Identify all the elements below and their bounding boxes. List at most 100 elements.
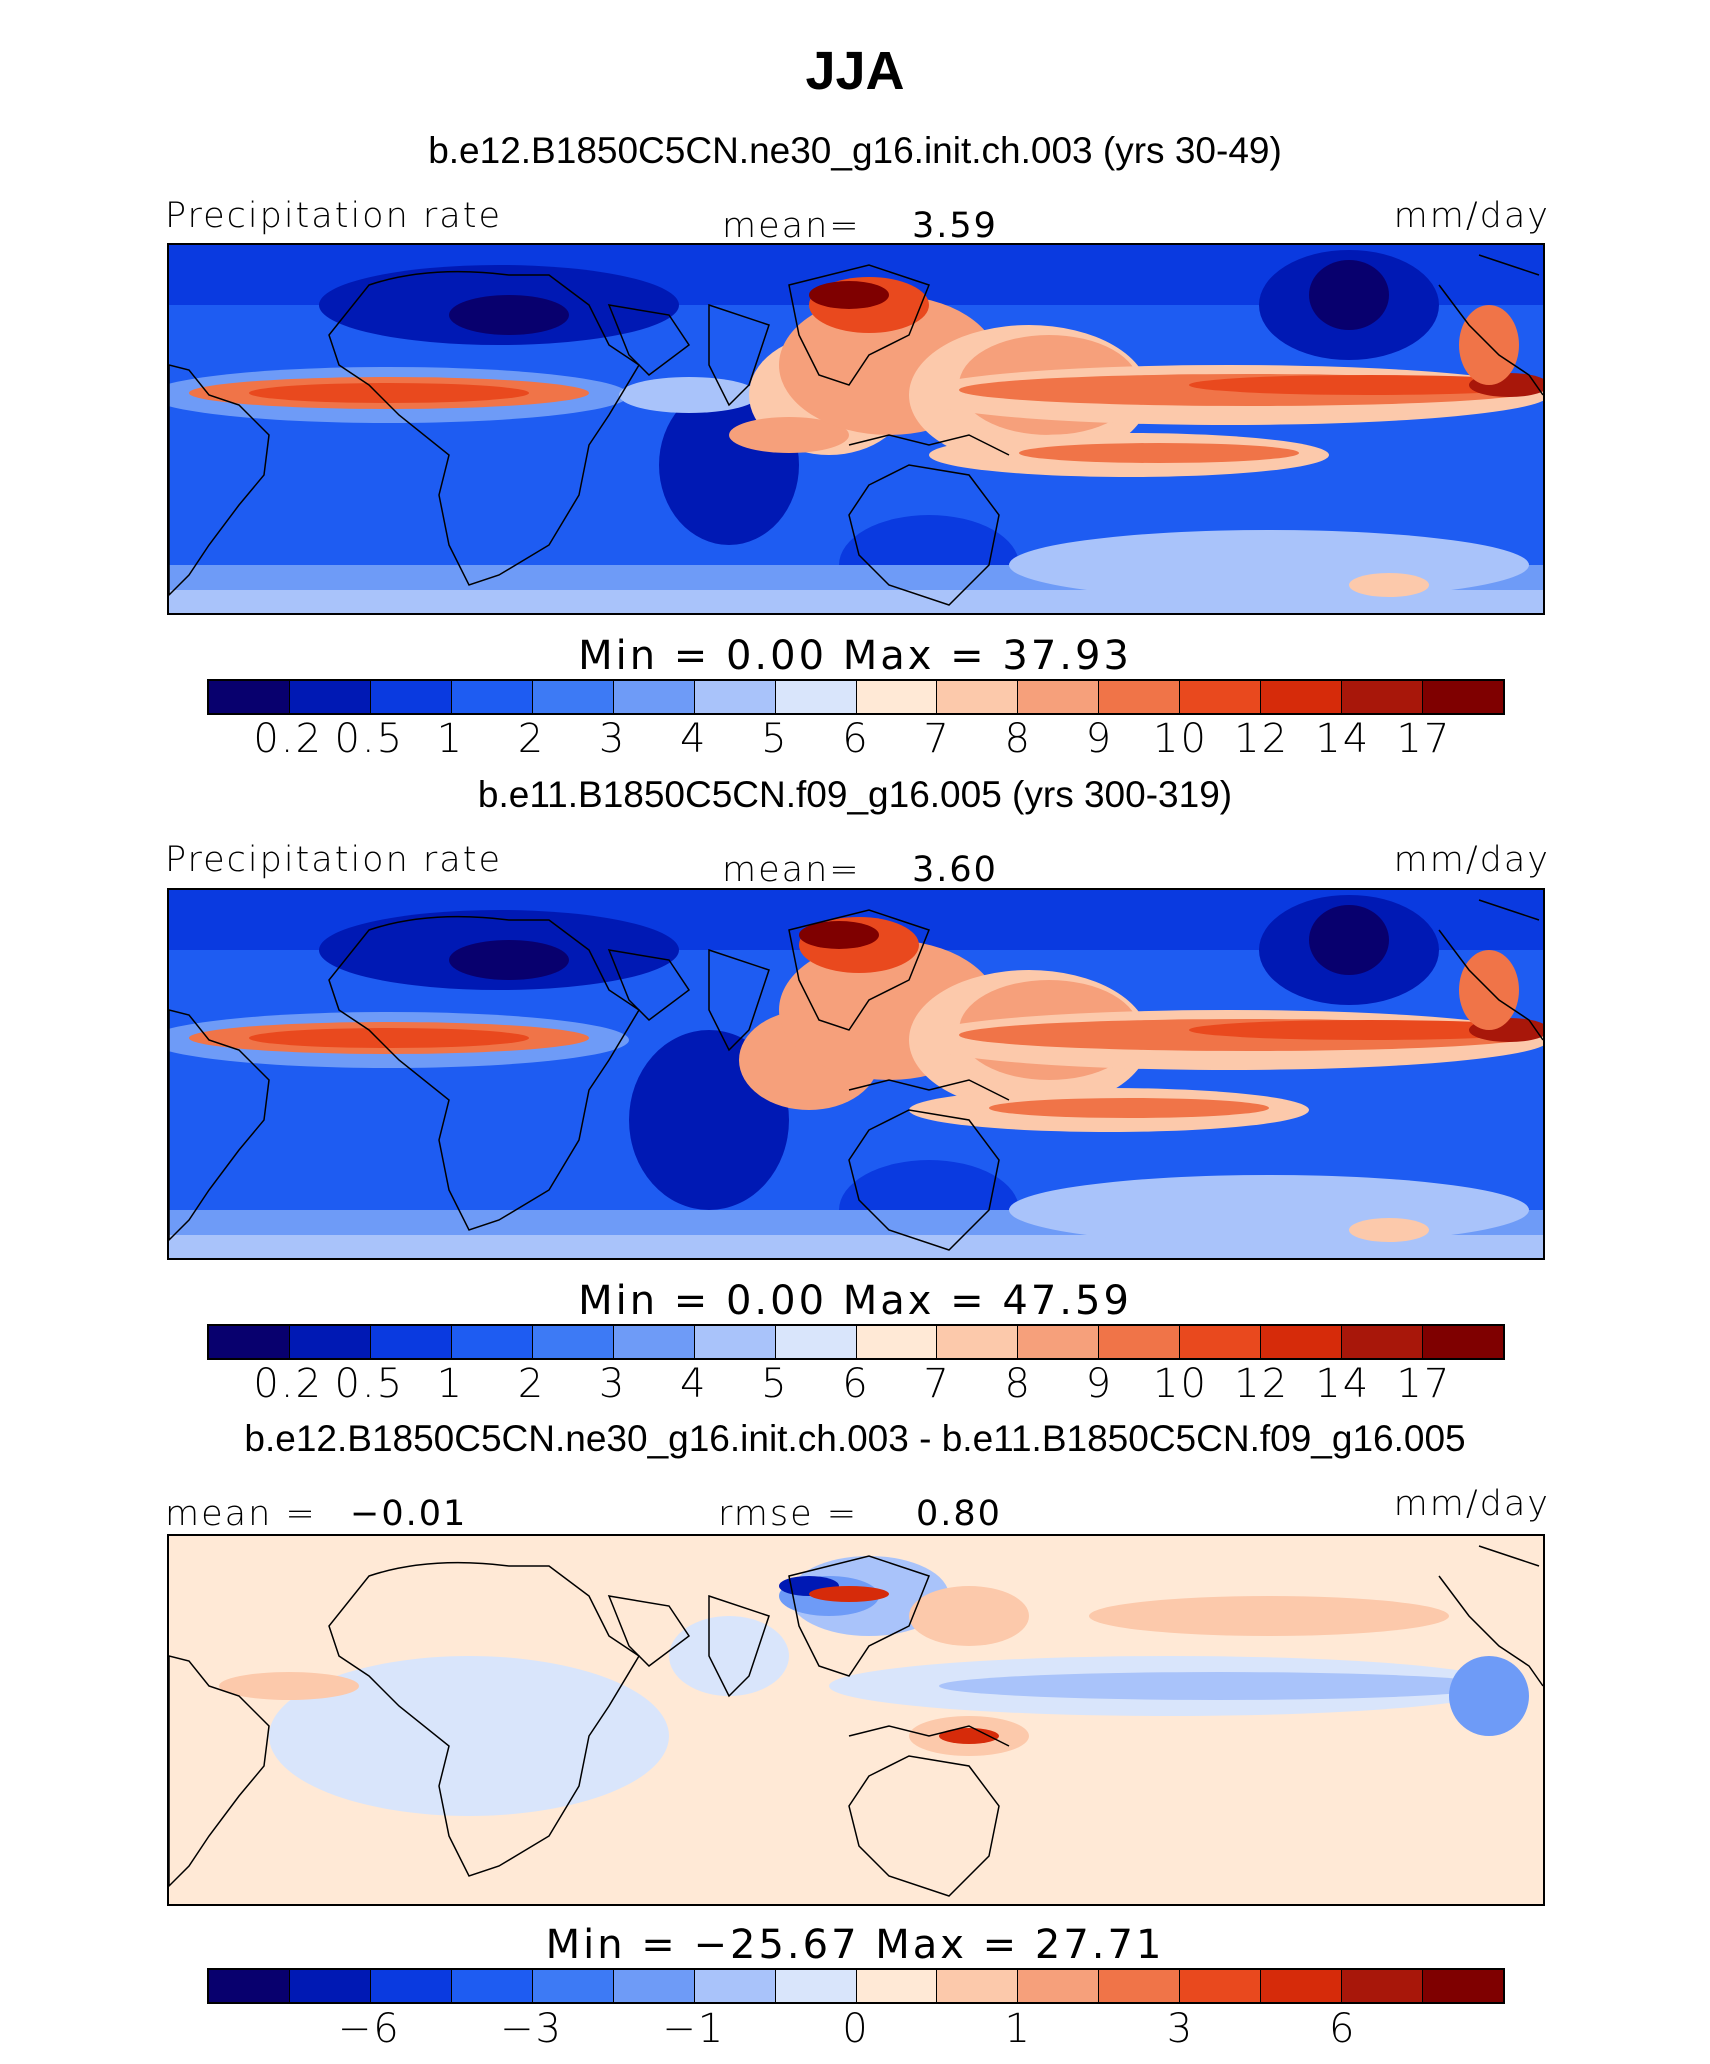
colorbar-tick-label: 5 — [761, 1361, 789, 1407]
colorbar-tick-label: 10 — [1153, 716, 1208, 762]
colorbar-swatch — [613, 681, 695, 713]
colorbar-tick-label: 12 — [1234, 1361, 1290, 1407]
panel-3-rmse-value: 0.80 — [916, 1494, 1002, 1534]
colorbar-tick-label: 7 — [923, 716, 951, 762]
colorbar-tick-label: 7 — [923, 1361, 951, 1407]
colorbar-swatch — [289, 1326, 371, 1358]
colorbar-swatch — [1423, 681, 1503, 713]
figure-title: JJA — [805, 41, 905, 101]
panel-1-mean-value: 3.59 — [912, 206, 998, 246]
colorbar-swatch — [694, 1970, 776, 2002]
panel-3-mean-value: −0.01 — [350, 1494, 468, 1534]
colorbar-tick-label: −6 — [337, 2006, 401, 2052]
colorbar-tick-label: −3 — [500, 2006, 563, 2052]
panel-2-units: mm/day — [1393, 840, 1550, 880]
colorbar-tick-label: 10 — [1153, 1361, 1208, 1407]
colorbar-tick-label: 3 — [1166, 2006, 1195, 2052]
colorbar-swatch — [1180, 1326, 1262, 1358]
colorbar-swatch — [1342, 1970, 1424, 2002]
panel-3-map-svg — [169, 1536, 1543, 1904]
colorbar-swatch — [451, 1326, 533, 1358]
colorbar-tick-label: 14 — [1315, 716, 1371, 762]
panel-1-title: b.e12.B1850C5CN.ne30_g16.init.ch.003 (yr… — [428, 130, 1282, 171]
colorbar-swatch — [451, 1970, 533, 2002]
colorbar-swatch — [370, 1326, 452, 1358]
panel-3-title: b.e12.B1850C5CN.ne30_g16.init.ch.003 - b… — [244, 1418, 1466, 1459]
colorbar-tick-label: 8 — [1004, 716, 1032, 762]
colorbar-swatch — [1099, 1326, 1181, 1358]
colorbar-swatch — [694, 681, 776, 713]
colorbar-swatch — [209, 1326, 290, 1358]
panel-2-map — [167, 888, 1545, 1260]
colorbar-swatch — [1180, 681, 1262, 713]
colorbar-swatch — [1018, 1326, 1100, 1358]
colorbar-tick-label: 9 — [1085, 1361, 1114, 1407]
panel-2-mean-label: mean= — [722, 850, 861, 890]
colorbar-swatch — [937, 681, 1019, 713]
colorbar-swatch — [1423, 1970, 1503, 2002]
colorbar-swatch — [209, 1970, 290, 2002]
colorbar-tick-label: 4 — [680, 716, 708, 762]
panel-2-colorbar-ticks: 0.2 0.5 1 2 3 4 5 6 7 8 9 10 12 14 17 — [207, 1361, 1505, 1407]
panel-1-colorbar-ticks: 0.2 0.5 1 2 3 4 5 6 7 8 9 10 12 14 17 — [207, 716, 1505, 762]
colorbar-tick-label: 1 — [436, 716, 465, 762]
colorbar-swatch — [1018, 1970, 1100, 2002]
colorbar-swatch — [856, 1970, 938, 2002]
panel-2-min-max: Min = 0.00 Max = 47.59 — [578, 1278, 1132, 1324]
colorbar-swatch — [532, 681, 614, 713]
colorbar-swatch — [451, 681, 533, 713]
colorbar-swatch — [1099, 1970, 1181, 2002]
colorbar-swatch — [1180, 1970, 1262, 2002]
colorbar-swatch — [289, 1970, 371, 2002]
panel-1-colorbar — [207, 679, 1505, 715]
colorbar-tick-label: 0.2 — [253, 716, 323, 762]
colorbar-swatch — [775, 681, 857, 713]
colorbar-swatch — [209, 681, 290, 713]
panel-3-colorbar — [207, 1968, 1505, 2004]
colorbar-tick-label: 0.5 — [334, 716, 405, 762]
panel-3-min-max: Min = −25.67 Max = 27.71 — [545, 1922, 1165, 1968]
colorbar-tick-label: 0.5 — [334, 1361, 405, 1407]
colorbar-tick-label: 12 — [1234, 716, 1290, 762]
colorbar-swatch — [1261, 1970, 1343, 2002]
panel-3-rmse-label: rmse = — [718, 1494, 859, 1534]
panel-1-variable-label: Precipitation rate — [165, 196, 502, 236]
colorbar-tick-label: 6 — [842, 716, 870, 762]
colorbar-tick-label: 17 — [1396, 716, 1452, 762]
panel-1-map — [167, 243, 1545, 615]
colorbar-swatch — [1018, 681, 1100, 713]
panel-1-mean-label: mean= — [722, 206, 861, 246]
panel-2-colorbar — [207, 1324, 1505, 1360]
panel-3-mean-label: mean = — [165, 1494, 317, 1534]
colorbar-swatch — [1261, 681, 1343, 713]
colorbar-swatch — [775, 1970, 857, 2002]
colorbar-tick-label: 0 — [842, 2006, 870, 2052]
panel-2-variable-label: Precipitation rate — [165, 840, 502, 880]
colorbar-tick-label: −1 — [662, 2006, 726, 2052]
colorbar-tick-label: 2 — [517, 1361, 546, 1407]
colorbar-swatch — [370, 1970, 452, 2002]
colorbar-tick-label: 6 — [1329, 2006, 1357, 2052]
colorbar-swatch — [1423, 1326, 1503, 1358]
colorbar-tick-label: 1 — [1004, 2006, 1032, 2052]
colorbar-tick-label: 8 — [1004, 1361, 1032, 1407]
colorbar-tick-label: 0.2 — [253, 1361, 323, 1407]
panel-2-title: b.e11.B1850C5CN.f09_g16.005 (yrs 300-319… — [477, 774, 1233, 815]
colorbar-swatch — [856, 681, 938, 713]
colorbar-tick-label: 6 — [842, 1361, 870, 1407]
colorbar-swatch — [775, 1326, 857, 1358]
colorbar-tick-label: 5 — [761, 716, 789, 762]
colorbar-tick-label: 1 — [436, 1361, 465, 1407]
panel-1-units: mm/day — [1393, 196, 1550, 236]
colorbar-swatch — [1099, 681, 1181, 713]
colorbar-swatch — [613, 1970, 695, 2002]
colorbar-swatch — [370, 681, 452, 713]
colorbar-tick-label: 14 — [1315, 1361, 1371, 1407]
colorbar-swatch — [1342, 1326, 1424, 1358]
panel-1-map-svg — [169, 245, 1543, 613]
colorbar-swatch — [532, 1970, 614, 2002]
colorbar-swatch — [937, 1326, 1019, 1358]
panel-3-units: mm/day — [1393, 1484, 1550, 1524]
colorbar-tick-label: 4 — [680, 1361, 708, 1407]
colorbar-tick-label: 3 — [598, 716, 627, 762]
